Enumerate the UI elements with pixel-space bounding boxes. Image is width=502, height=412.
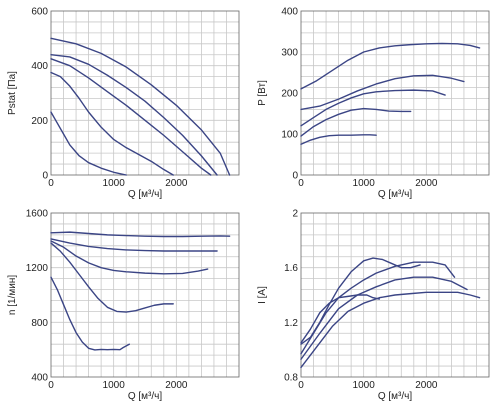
y-tick-label: 300 bbox=[281, 48, 298, 59]
x-tick-label: 1000 bbox=[353, 178, 376, 189]
x-tick-label: 2000 bbox=[415, 178, 438, 189]
y-axis-label: Pstat [Па] bbox=[7, 71, 18, 115]
current-series-line-1 bbox=[300, 291, 481, 369]
pstat-series-line-3 bbox=[50, 58, 212, 176]
y-tick-label: 1.2 bbox=[284, 318, 298, 329]
x-tick-label: 1000 bbox=[103, 380, 126, 391]
power-series-line-4 bbox=[300, 107, 412, 137]
y-tick-label: 800 bbox=[31, 318, 48, 329]
y-tick-label: 400 bbox=[281, 7, 298, 18]
y-axis-label: I [A] bbox=[257, 286, 268, 304]
y-tick-label: 0 bbox=[42, 171, 48, 182]
power-series-line-1 bbox=[300, 42, 481, 90]
x-tick-label: 2000 bbox=[165, 380, 188, 391]
x-tick-label: 2000 bbox=[165, 178, 188, 189]
speed-series-line-5 bbox=[50, 276, 131, 351]
x-tick-label: 2000 bbox=[415, 380, 438, 391]
y-tick-label: 400 bbox=[31, 373, 48, 384]
y-tick-label: 600 bbox=[31, 7, 48, 18]
chart-speed: 0 1000 2000 400 800 1200 1600 Q [м³/ч] n [1/мин] bbox=[7, 209, 240, 402]
x-tick-label: 1000 bbox=[353, 380, 376, 391]
y-tick-label: 1600 bbox=[26, 209, 49, 220]
current-series-line-3 bbox=[300, 261, 456, 355]
current-series-line-4 bbox=[300, 257, 421, 345]
plot-frame bbox=[50, 10, 240, 176]
speed-series-line-2 bbox=[50, 238, 218, 252]
x-tick-label: 0 bbox=[48, 380, 54, 391]
power-series-line-5 bbox=[300, 134, 377, 145]
x-tick-label: 0 bbox=[298, 178, 304, 189]
plot-area bbox=[301, 11, 489, 175]
x-tick-label: 0 bbox=[48, 178, 54, 189]
power-series-line-3 bbox=[300, 89, 446, 127]
y-tick-label: 400 bbox=[31, 61, 48, 72]
pstat-series-line-1 bbox=[50, 37, 231, 176]
x-axis-label: Q [м³/ч] bbox=[378, 391, 413, 402]
x-axis-label: Q [м³/ч] bbox=[378, 189, 413, 200]
chart-pstat: 0 1000 2000 0 200 400 600 Q [м³/ч] Pstat [Па] bbox=[7, 7, 240, 200]
chart-current: 0 1000 2000 0.8 1.2 1.6 2 Q [м³/ч] I [A] bbox=[257, 209, 490, 402]
y-tick-label: 100 bbox=[281, 130, 298, 141]
pstat-series-line-5 bbox=[50, 111, 127, 176]
plot-frame bbox=[300, 10, 490, 176]
y-axis-label: n [1/мин] bbox=[7, 275, 18, 315]
speed-series-line-1 bbox=[50, 231, 231, 238]
plot-frame bbox=[300, 212, 490, 378]
x-tick-label: 1000 bbox=[103, 178, 126, 189]
y-tick-label: 200 bbox=[31, 116, 48, 127]
plot-frame bbox=[50, 212, 240, 378]
y-tick-label: 0 bbox=[292, 171, 298, 182]
x-axis-label: Q [м³/ч] bbox=[128, 189, 163, 200]
speed-series-line-3 bbox=[50, 240, 209, 275]
y-axis-label: P [Вт] bbox=[257, 80, 268, 106]
chart-power: 0 1000 2000 0 100 200 300 400 Q [м³/ч] P [Вт] bbox=[257, 7, 490, 200]
power-series-line-2 bbox=[300, 74, 465, 111]
pstat-series-line-4 bbox=[50, 71, 174, 176]
y-tick-label: 200 bbox=[281, 89, 298, 100]
plot-area bbox=[51, 213, 239, 377]
pstat-series-line-2 bbox=[50, 54, 218, 176]
current-series-line-2 bbox=[300, 276, 468, 360]
x-axis-label: Q [м³/ч] bbox=[128, 391, 163, 402]
x-tick-label: 0 bbox=[298, 380, 304, 391]
y-tick-label: 0.8 bbox=[284, 373, 298, 384]
y-tick-label: 1.6 bbox=[284, 263, 298, 274]
plot-area bbox=[51, 11, 239, 175]
speed-series-line-4 bbox=[50, 242, 174, 313]
y-tick-label: 1200 bbox=[26, 263, 49, 274]
current-series-line-5 bbox=[300, 294, 381, 344]
y-tick-label: 2 bbox=[292, 209, 298, 220]
